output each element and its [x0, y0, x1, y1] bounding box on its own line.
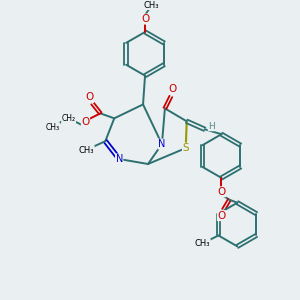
Text: O: O [141, 14, 149, 24]
Text: CH₃: CH₃ [79, 146, 94, 154]
Text: O: O [169, 84, 177, 94]
Text: N: N [116, 154, 123, 164]
Text: O: O [81, 117, 90, 127]
Text: O: O [217, 187, 226, 197]
Text: O: O [85, 92, 94, 103]
Text: N: N [158, 139, 166, 149]
Text: CH₂: CH₂ [61, 114, 76, 123]
Text: CH₃: CH₃ [143, 1, 159, 10]
Text: CH₃: CH₃ [195, 239, 210, 248]
Text: H: H [208, 122, 215, 131]
Text: O: O [217, 211, 226, 220]
Text: S: S [182, 143, 189, 153]
Text: CH₃: CH₃ [46, 123, 60, 132]
